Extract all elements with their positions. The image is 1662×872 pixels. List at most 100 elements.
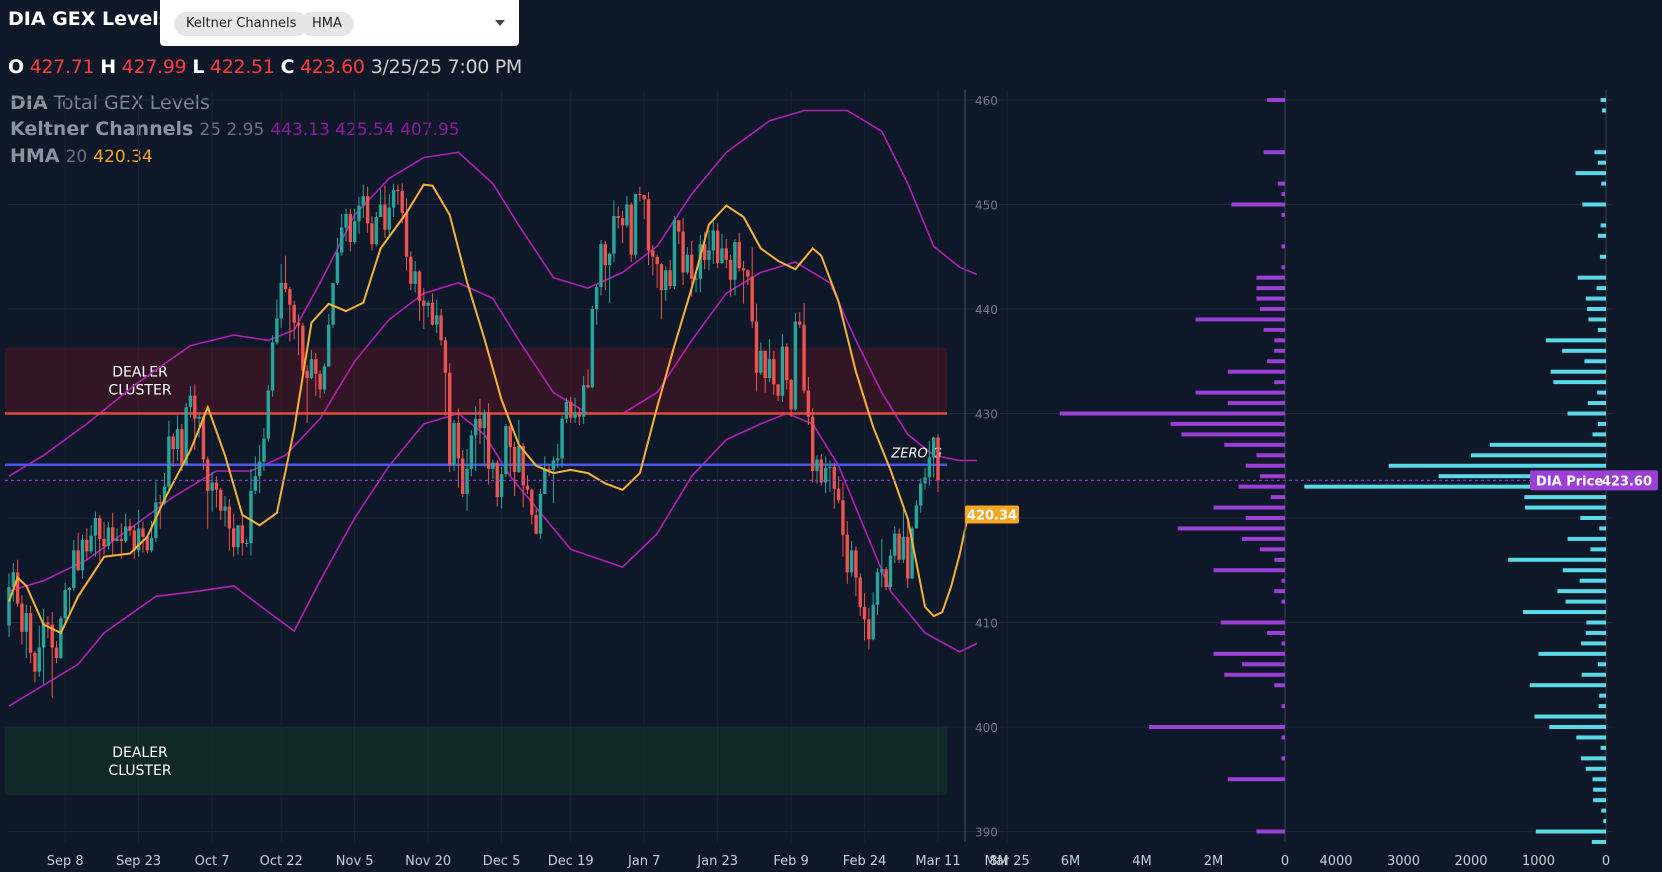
gex-put-bar	[1581, 641, 1606, 646]
legend-keltner-params: 25 2.95	[199, 120, 265, 140]
gex-call-bar	[1224, 442, 1285, 447]
candle	[85, 539, 89, 552]
gex-call-bar	[1267, 359, 1285, 364]
candle	[50, 624, 54, 648]
candle	[901, 536, 906, 560]
gex-put-bar	[1597, 160, 1606, 165]
candle	[460, 458, 465, 494]
x-tick-label: Feb 9	[773, 854, 808, 869]
gex-put-bar	[1597, 327, 1606, 332]
gex-put-bar	[1567, 536, 1606, 541]
candle	[586, 385, 590, 388]
candle	[707, 250, 711, 260]
chevron-down-icon[interactable]	[495, 20, 505, 26]
gex-call-bar	[1274, 380, 1285, 385]
legend-hma-params: 20	[65, 147, 88, 167]
gex-put-bar	[1601, 808, 1606, 813]
gex-put-bar	[1592, 432, 1606, 437]
candle	[20, 603, 24, 632]
candle	[491, 462, 495, 469]
candle	[741, 268, 746, 271]
chip-keltner[interactable]: Keltner Channels	[174, 12, 309, 36]
gex-call-bar	[1149, 725, 1285, 729]
candle	[642, 195, 646, 200]
candle	[231, 528, 236, 548]
gex-put-bar	[1567, 411, 1606, 416]
indicator-selector[interactable]: Keltner Channels HMA	[160, 0, 519, 46]
candle	[875, 572, 880, 605]
candle	[594, 287, 599, 309]
x-tick-label: Dec 19	[548, 854, 594, 869]
candle	[15, 572, 20, 604]
chip-hma[interactable]: HMA	[300, 12, 354, 36]
candle	[145, 536, 149, 551]
candle	[340, 227, 344, 253]
candle	[301, 325, 305, 371]
candle	[577, 412, 582, 417]
page-title: DIA GEX Levels	[8, 8, 171, 30]
candle	[551, 460, 556, 470]
candle	[210, 482, 214, 491]
gex-put-bar	[1594, 150, 1606, 155]
candle	[914, 505, 919, 529]
candle	[599, 244, 603, 288]
candle	[344, 213, 348, 228]
candle	[46, 622, 50, 625]
gex-put-bar	[1534, 714, 1606, 719]
gex-call-bar	[1281, 704, 1285, 709]
candle	[37, 647, 41, 672]
gex-call-bar	[1281, 756, 1285, 761]
candle	[141, 528, 145, 537]
candle	[180, 429, 184, 465]
gex-call-bar	[1256, 453, 1285, 458]
candle	[253, 476, 257, 491]
candle	[175, 429, 180, 450]
gex-call-bar	[1259, 307, 1285, 311]
candle	[331, 282, 335, 325]
candle	[473, 418, 478, 436]
gex-put-bar	[1562, 568, 1606, 573]
candle	[711, 230, 716, 251]
gex-put-bar	[1599, 526, 1606, 531]
hma-price-tag	[965, 505, 1019, 524]
gex-call-bar	[1227, 369, 1285, 374]
candle	[754, 321, 759, 373]
x-tick-label: Jan 23	[696, 854, 738, 869]
candle	[841, 500, 845, 535]
x-tick-label: Nov 20	[405, 854, 451, 869]
dealer-zone-label: CLUSTER	[108, 383, 171, 399]
candle	[63, 590, 67, 619]
candle	[746, 270, 750, 277]
candle	[659, 264, 664, 291]
gex-call-bar	[1274, 338, 1285, 343]
candle	[214, 482, 219, 490]
candle	[167, 436, 171, 487]
legend-hma-value: 420.34	[93, 147, 153, 167]
candle	[690, 254, 694, 279]
gex-call-bar	[1281, 265, 1285, 270]
candle	[495, 462, 499, 498]
gex-put-bar	[1587, 401, 1606, 406]
x-tick-label: Sep 8	[47, 854, 84, 869]
candle	[422, 300, 426, 306]
gex-call-bar	[1213, 651, 1285, 656]
gex-put-bar	[1562, 348, 1606, 353]
candle	[262, 438, 266, 462]
candle	[763, 350, 767, 378]
candle	[569, 402, 573, 418]
candle	[54, 647, 59, 659]
candle	[806, 390, 811, 417]
candle	[612, 215, 616, 254]
candle	[543, 468, 547, 494]
gex-put-bar	[1598, 704, 1606, 709]
candle	[270, 342, 275, 391]
candle	[80, 539, 85, 571]
candle	[374, 217, 378, 245]
candle	[590, 309, 595, 388]
candle	[102, 538, 106, 547]
gex-put-bar	[1600, 745, 1606, 750]
open-value: 427.71	[29, 56, 95, 78]
ohlc-readout: O 427.71 H 427.99 L 422.51 C 423.60 3/25/25 …	[8, 56, 523, 78]
legend-series: DIA Total GEX Levels	[10, 92, 210, 114]
